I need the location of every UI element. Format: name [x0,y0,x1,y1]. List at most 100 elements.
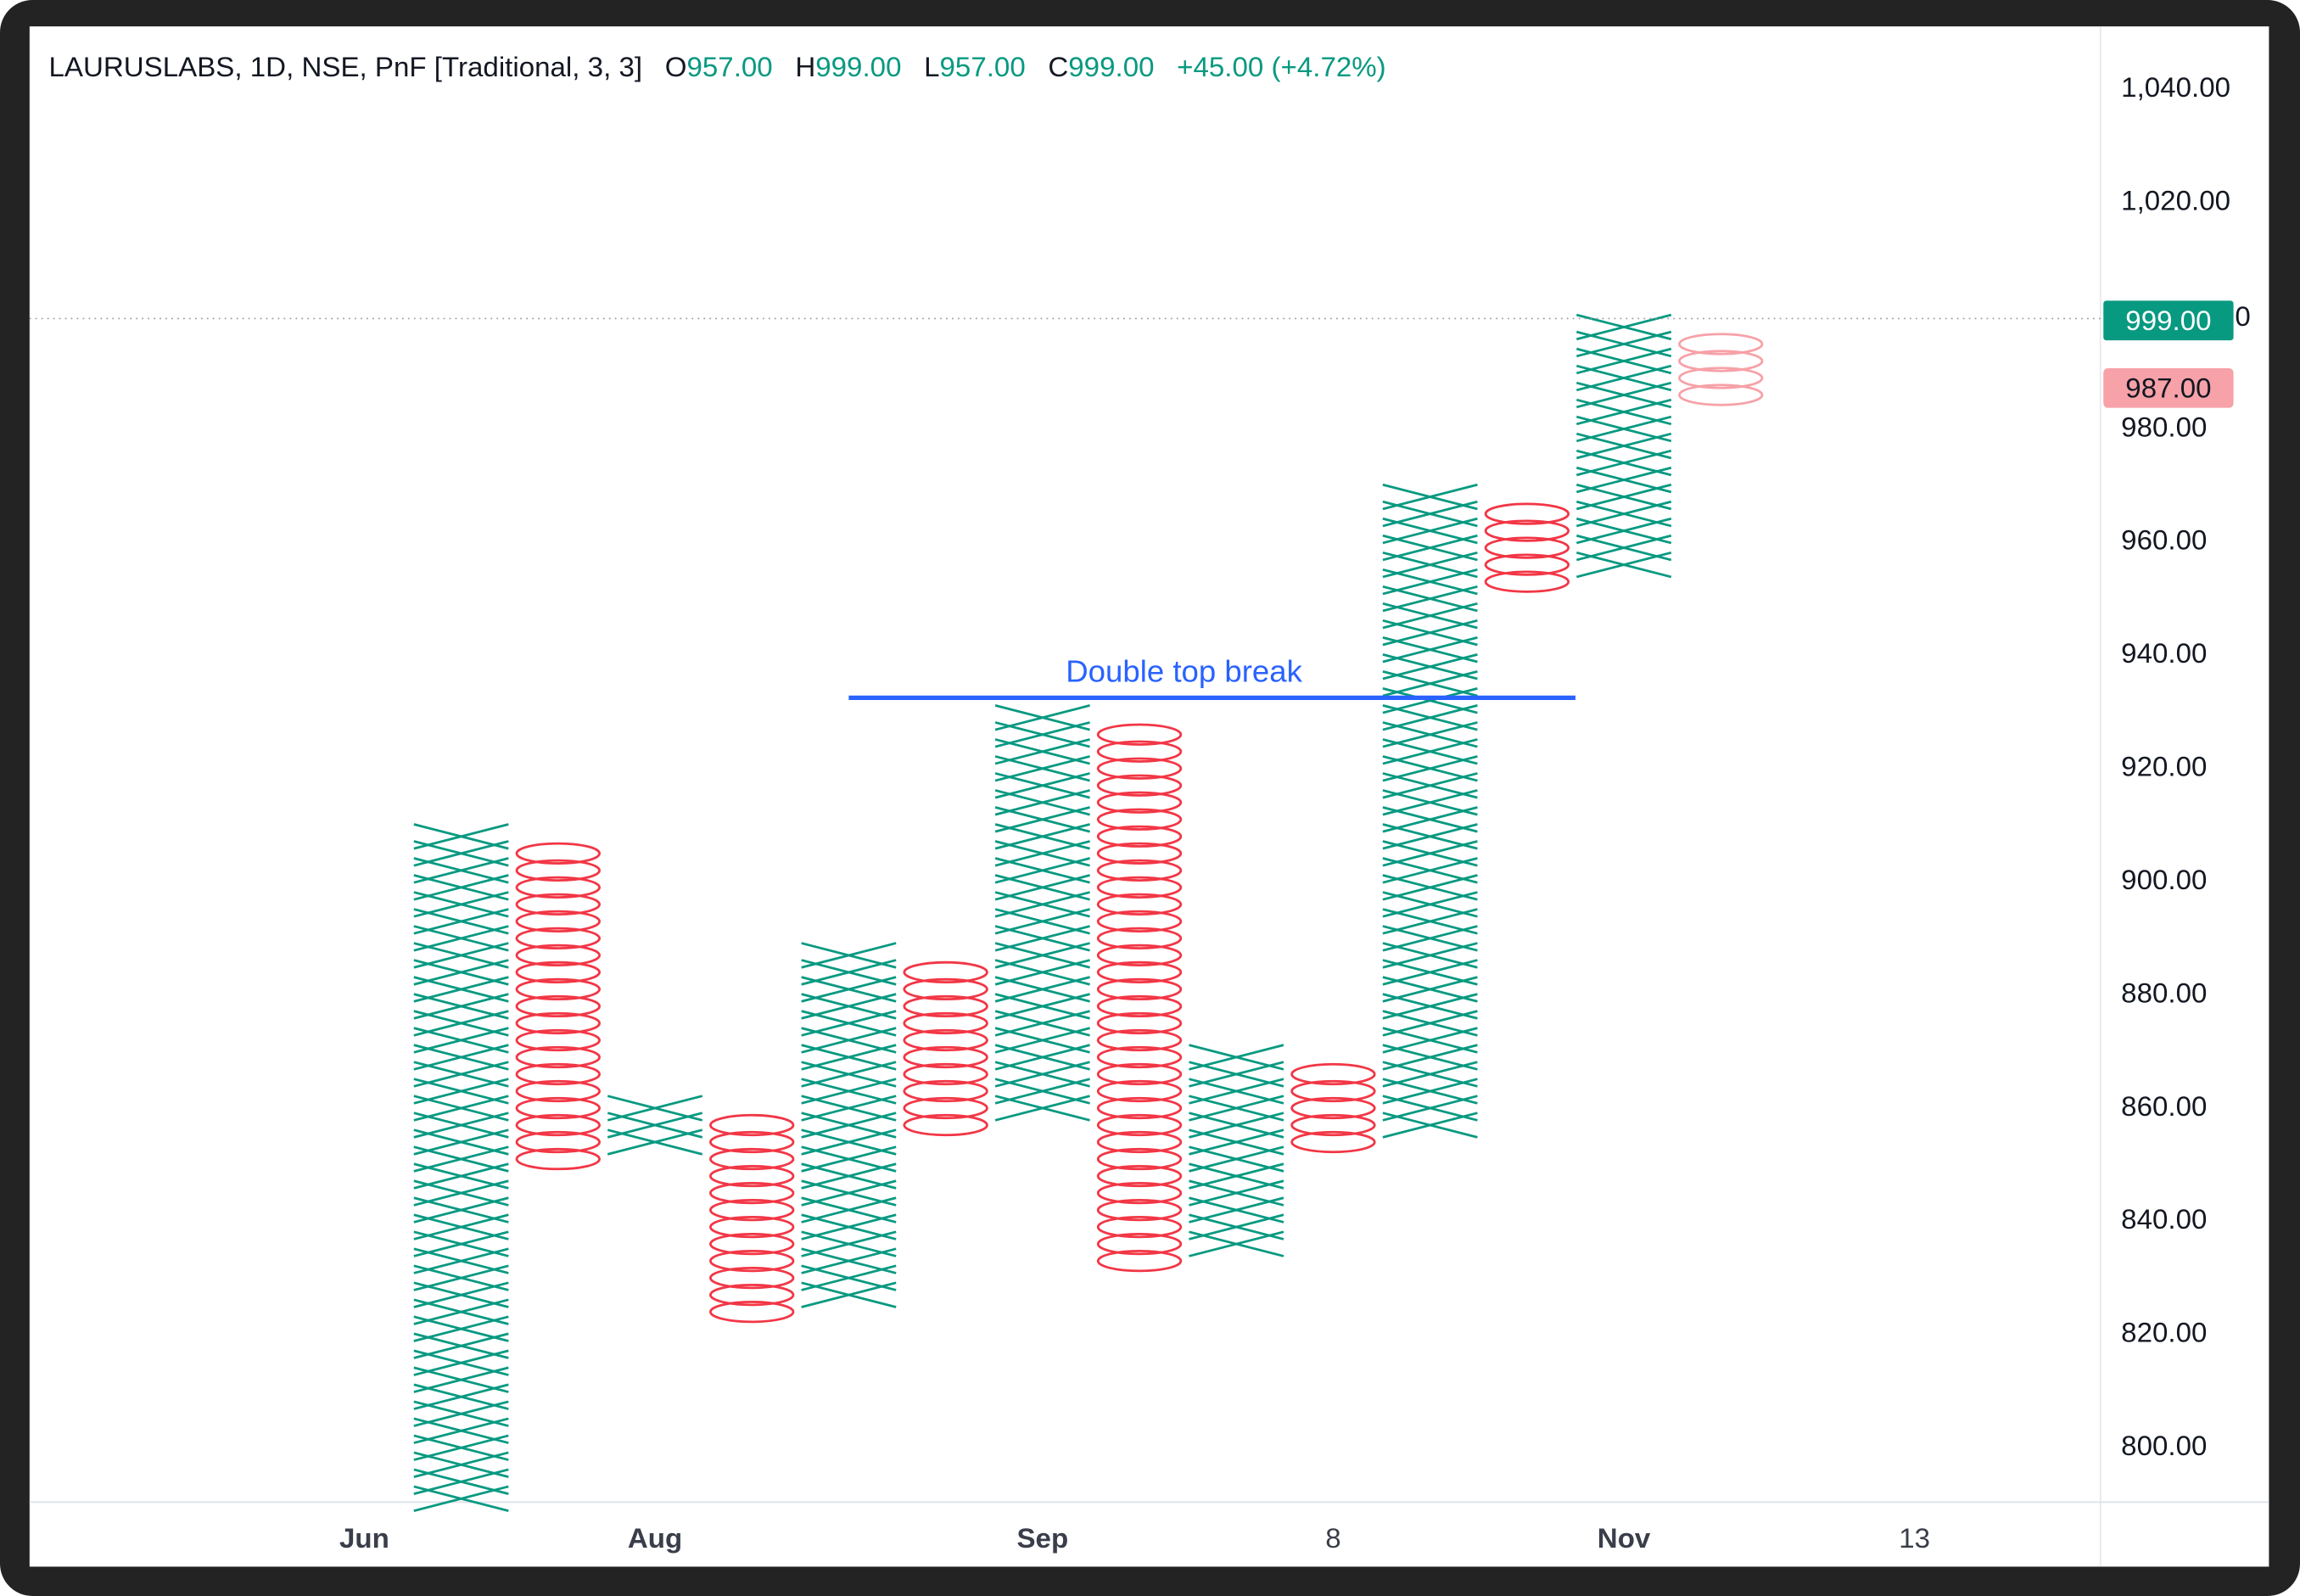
y-tick-label: 940.00 [2121,637,2207,669]
o-box [903,1113,988,1137]
x-box [1575,313,1672,341]
o-box [515,1062,601,1086]
open-label: O [665,51,687,82]
symbol-info: LAURUSLABS, 1D, NSE, PnF [Traditional, 3… [48,51,642,82]
x-tick-label: Aug [628,1522,682,1554]
open-value: 957.00 [686,51,772,82]
x-tick-label: Sep [1016,1522,1068,1554]
o-box [1484,570,1570,593]
o-box [903,960,988,984]
o-box [1290,1062,1376,1086]
o-box [1484,502,1570,525]
x-column [413,823,509,1512]
o-box [1096,1062,1183,1086]
y-tick-label: 860.00 [2121,1090,2207,1122]
x-column [801,942,897,1308]
time-axis[interactable]: Jun Aug Sep 8 Nov 13 [339,1522,1930,1554]
o-box [1096,893,1183,916]
o-box [1096,994,1183,1018]
o-box [709,1164,795,1188]
o-box [515,1130,601,1154]
o-box [1096,960,1183,984]
last-price-text: 999.00 [2125,305,2211,336]
o-box [709,1301,795,1324]
o-box [1096,1096,1183,1120]
o-box [515,1079,601,1103]
o-box [709,1267,795,1290]
o-box [709,1250,795,1273]
double-top-annotation[interactable]: Double top break [848,653,1575,700]
x-box [801,942,897,969]
o-box [1290,1130,1376,1154]
o-box [1484,553,1570,576]
o-column [1678,333,1764,406]
price-axis[interactable]: 1,040.00 1,020.00 980.00 960.00 940.00 920.00… [2121,71,2230,1461]
o-box [515,910,601,932]
x-tick-label: Jun [339,1522,389,1554]
o-box [515,859,601,882]
o-box [903,1079,988,1103]
y-tick-label: 980.00 [2121,411,2207,442]
o-box [1678,367,1764,389]
o-box [1096,723,1183,746]
chart-background [29,26,2269,1567]
x-column [607,1095,703,1156]
o-box [709,1198,795,1222]
o-box [903,1011,988,1035]
o-column [1096,723,1183,1273]
o-box [1096,842,1183,865]
low-value: 957.00 [940,51,1026,82]
x-column [994,704,1090,1122]
o-box [1096,740,1183,763]
legend: LAURUSLABS, 1D, NSE, PnF [Traditional, 3… [48,51,1385,82]
x-box [1382,483,1478,511]
x-tick-label: Nov [1598,1522,1651,1554]
o-box [709,1181,795,1205]
o-box [1096,757,1183,780]
o-box [515,944,601,967]
o-box [515,960,601,984]
x-tick-label: 8 [1325,1522,1340,1554]
o-box [1096,1011,1183,1035]
o-box [1096,1130,1183,1154]
change-value: +45.00 (+4.72%) [1177,51,1386,82]
o-box [515,1028,601,1052]
o-box [1096,1028,1183,1052]
o-box [515,994,601,1018]
o-box [1096,910,1183,932]
o-box [903,1028,988,1052]
o-box [1096,808,1183,831]
y-tick-label: 960.00 [2121,524,2207,556]
o-box [1096,791,1183,814]
high-value: 999.00 [815,51,901,82]
o-box [1096,774,1183,797]
x-box [607,1095,703,1122]
o-box [1096,1164,1183,1188]
o-box [1096,1113,1183,1137]
x-column [1189,1044,1284,1257]
o-box [1096,927,1183,950]
hidden-tick-fragment: 0 [2235,300,2250,332]
o-box [515,1045,601,1069]
o-box [515,977,601,1001]
o-box [1678,350,1764,372]
y-tick-label: 820.00 [2121,1317,2207,1348]
x-box [1189,1044,1284,1071]
o-box [1096,876,1183,899]
o-box [1096,1147,1183,1171]
pnf-columns [413,313,1764,1512]
o-box [1678,384,1764,406]
o-box [709,1284,795,1307]
o-box [709,1113,795,1137]
y-tick-label: 880.00 [2121,977,2207,1008]
x-tick-label: 13 [1899,1522,1930,1554]
o-box [1484,519,1570,542]
x-box [994,704,1090,731]
o-box [1096,944,1183,967]
o-box [515,876,601,899]
x-column [1575,313,1672,579]
y-tick-label: 840.00 [2121,1203,2207,1235]
o-column [515,842,601,1171]
o-box [1096,825,1183,848]
